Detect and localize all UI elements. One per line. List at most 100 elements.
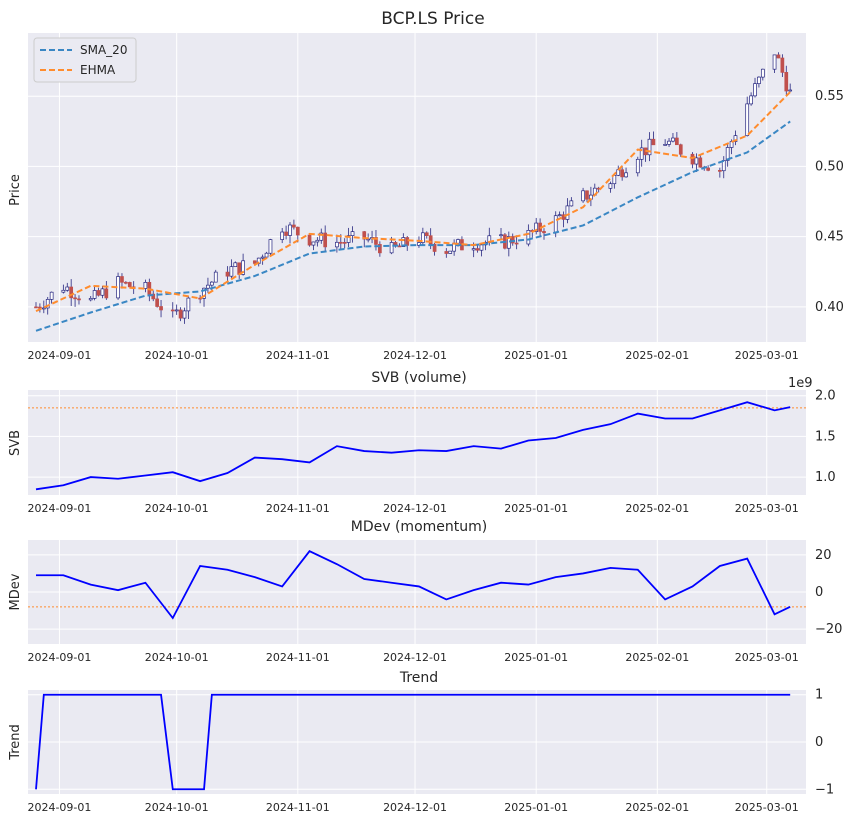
candle-down: [225, 271, 230, 277]
candle-up: [209, 281, 214, 286]
candle-up: [635, 158, 640, 174]
candle-up: [557, 214, 562, 217]
svb-scale-label: 1e9: [788, 376, 813, 391]
candle-up: [401, 237, 406, 247]
candle-up: [506, 236, 511, 249]
candle-up: [241, 260, 245, 275]
price-y-ticks: 0.40 0.45 0.50 0.55: [815, 89, 844, 315]
candle-up: [206, 284, 210, 289]
trend-panel: Trend 1 0 −1 2024-09-01 2024-10-01 2024-11-0…: [8, 670, 834, 814]
x-tick-label: 2024-11-01: [266, 651, 330, 664]
candle-up: [471, 248, 476, 251]
candle-up: [753, 83, 757, 97]
price-gridlines: [28, 33, 806, 342]
candle-down: [432, 243, 437, 252]
x-tick-label: 2024-10-01: [145, 502, 209, 515]
x-tick-label: 2024-09-01: [27, 651, 91, 664]
x-tick-label: 2024-09-01: [27, 502, 91, 515]
y-tick-label: 0.55: [815, 89, 844, 104]
candle-up: [749, 95, 753, 105]
candle-down: [323, 232, 328, 248]
svb-x-ticks: 2024-09-01 2024-10-01 2024-11-01 2024-12-01…: [27, 502, 798, 515]
price-plot-area: [28, 33, 806, 342]
svb-y-ticks: 1.0 1.5 2.0: [815, 389, 836, 485]
candle-down: [178, 309, 183, 319]
candle-up: [760, 68, 765, 78]
mdev-title: MDev (momentum): [351, 519, 487, 535]
candle-down: [444, 251, 449, 254]
candle-down: [374, 237, 378, 245]
candle-down: [159, 306, 163, 311]
y-tick-label: 0.40: [815, 300, 844, 315]
candle-down: [510, 236, 515, 244]
candle-up: [534, 222, 539, 232]
candle-up: [229, 266, 234, 277]
candle-up: [311, 241, 316, 246]
candle-up: [264, 252, 269, 258]
svb-title: SVB (volume): [371, 370, 466, 386]
candle-down: [155, 298, 159, 307]
svb-panel: SVB (volume) 1e9 1.01.52.0 2024-09-01 202…: [8, 370, 836, 515]
candle-up: [725, 147, 730, 161]
svb-y-label: SVB: [8, 430, 23, 456]
x-tick-label: 2025-02-01: [625, 502, 689, 515]
candle-down: [292, 224, 296, 228]
x-tick-label: 2025-02-01: [625, 349, 689, 362]
candle-up: [694, 157, 699, 165]
candle-up: [663, 144, 667, 146]
x-tick-label: 2024-11-01: [266, 349, 330, 362]
candle-up: [260, 256, 265, 259]
x-tick-label: 2025-01-01: [504, 502, 568, 515]
candle-down: [104, 288, 109, 299]
candle-up: [213, 271, 218, 283]
x-tick-label: 2024-10-01: [145, 651, 209, 664]
candle-up: [182, 310, 187, 319]
x-tick-label: 2025-03-01: [735, 651, 799, 664]
candle-down: [96, 290, 101, 296]
x-tick-label: 2024-12-01: [383, 502, 447, 515]
x-tick-label: 2025-01-01: [504, 349, 568, 362]
candle-down: [342, 242, 347, 244]
trend-y-ticks: 1 0 −1: [815, 688, 834, 798]
mdev-y-label: MDev: [8, 573, 23, 610]
candle-up: [389, 242, 394, 254]
x-tick-label: 2024-09-01: [27, 349, 91, 362]
candle-up: [45, 299, 50, 309]
candle-up: [581, 190, 585, 202]
candle-up: [100, 288, 105, 296]
candle-up: [647, 138, 652, 156]
candle-down: [717, 170, 722, 172]
candle-up: [448, 250, 453, 254]
mdev-gridlines: [28, 540, 806, 644]
candle-up: [624, 172, 628, 178]
candle-up: [499, 234, 503, 237]
candle-up: [616, 169, 621, 176]
x-tick-label: 2025-02-01: [625, 651, 689, 664]
candle-down: [284, 231, 288, 236]
x-tick-label: 2025-03-01: [735, 801, 799, 814]
price-title: BCP.LS Price: [381, 9, 484, 29]
candle-up: [772, 54, 777, 70]
candle-up: [186, 297, 191, 312]
x-tick-label: 2024-12-01: [383, 651, 447, 664]
candle-up: [88, 298, 93, 301]
mdev-y-ticks: 20 0 −20: [815, 548, 842, 637]
candle-down: [307, 234, 312, 246]
candle-down: [405, 237, 410, 246]
candle-down: [38, 306, 42, 309]
mdev-series-line: [36, 550, 791, 620]
candle-down: [542, 231, 546, 234]
candle-up: [49, 291, 54, 300]
candle-up: [315, 239, 320, 243]
candle-up: [280, 231, 285, 240]
candle-down: [73, 297, 77, 300]
mdev-panel: MDev (momentum) 20 0 −20 2024-09-01 2024-10…: [8, 519, 842, 664]
price-candles: [34, 52, 793, 324]
candle-down: [620, 169, 625, 178]
candle-up: [745, 103, 750, 136]
y-tick-label: 0.45: [815, 230, 844, 245]
candle-down: [651, 138, 656, 146]
svb-series-line: [35, 401, 791, 491]
trend-x-ticks: 2024-09-01 2024-10-01 2024-11-01 2024-12-01…: [27, 801, 798, 814]
